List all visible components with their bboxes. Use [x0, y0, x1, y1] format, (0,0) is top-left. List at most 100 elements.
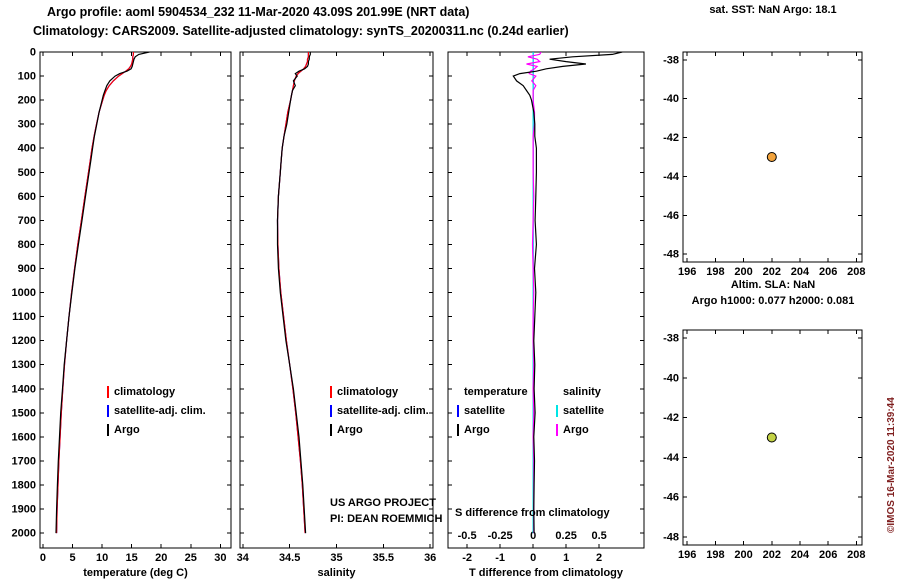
legend-label: Argo — [337, 423, 363, 436]
svg-text:1200: 1200 — [12, 335, 36, 347]
svg-text:35: 35 — [330, 552, 342, 564]
legend-label: climatology — [337, 385, 399, 398]
legend-row-satellite-adj: satellite-adj. clim. — [107, 401, 206, 420]
argo-heights-label: Argo h1000: 0.077 h2000: 0.081 — [691, 295, 855, 307]
svg-text:-44: -44 — [663, 452, 680, 464]
argo-line-sample — [330, 423, 332, 436]
svg-text:200: 200 — [734, 549, 752, 561]
svg-text:208: 208 — [847, 266, 865, 278]
climatology-line-sample — [330, 385, 332, 398]
svg-text:1300: 1300 — [12, 359, 36, 371]
svg-text:200: 200 — [18, 95, 36, 107]
svg-text:208: 208 — [847, 549, 865, 561]
svg-text:0.5: 0.5 — [591, 530, 606, 542]
t-argo-line-sample — [457, 423, 459, 436]
climatology-line-sample — [107, 385, 109, 398]
svg-text:-44: -44 — [663, 171, 680, 183]
svg-text:202: 202 — [763, 266, 781, 278]
svg-text:30: 30 — [214, 552, 226, 564]
legend-row-satellite-adj: satellite-adj. clim. — [330, 401, 429, 420]
svg-text:700: 700 — [18, 215, 36, 227]
svg-text:1800: 1800 — [12, 479, 36, 491]
pi-label: PI: DEAN ROEMMICH — [330, 513, 443, 525]
svg-text:0.25: 0.25 — [555, 530, 576, 542]
svg-text:300: 300 — [18, 119, 36, 131]
svg-text:2000: 2000 — [12, 528, 36, 540]
svg-text:600: 600 — [18, 191, 36, 203]
s-diff-legend: salinity satellite Argo — [556, 382, 604, 439]
svg-text:100: 100 — [18, 71, 36, 83]
sat-sst-label: sat. SST: NaN Argo: 18.1 — [709, 4, 837, 16]
satellite-adj-line-sample — [107, 404, 109, 417]
salinity-legend: climatology satellite-adj. clim. Argo — [330, 382, 429, 439]
legend-row-argo: Argo — [107, 420, 206, 439]
legend-header-temperature: temperature — [464, 385, 528, 398]
svg-text:400: 400 — [18, 143, 36, 155]
svg-text:-42: -42 — [663, 132, 679, 144]
s-diff-axis-title: S difference from climatology — [455, 507, 610, 519]
svg-text:-46: -46 — [663, 492, 679, 504]
svg-text:-46: -46 — [663, 210, 679, 222]
svg-text:0: 0 — [530, 530, 536, 542]
svg-text:15: 15 — [126, 552, 138, 564]
legend-row-satellite: satellite — [457, 401, 528, 420]
svg-text:206: 206 — [819, 266, 837, 278]
svg-text:10: 10 — [96, 552, 108, 564]
svg-text:1400: 1400 — [12, 383, 36, 395]
svg-text:-42: -42 — [663, 412, 679, 424]
svg-text:206: 206 — [819, 549, 837, 561]
svg-text:200: 200 — [734, 266, 752, 278]
svg-text:1500: 1500 — [12, 407, 36, 419]
svg-text:196: 196 — [678, 266, 696, 278]
svg-text:204: 204 — [791, 549, 810, 561]
svg-text:-38: -38 — [663, 54, 679, 66]
t-diff-legend: temperature satellite Argo — [457, 382, 528, 439]
svg-text:1700: 1700 — [12, 455, 36, 467]
svg-text:0: 0 — [40, 552, 46, 564]
figure-title: Argo profile: aoml 5904534_232 11-Mar-20… — [47, 5, 470, 19]
temperature-legend: climatology satellite-adj. clim. Argo — [107, 382, 206, 439]
svg-text:900: 900 — [18, 263, 36, 275]
legend-row-argo: Argo — [457, 420, 528, 439]
svg-text:-40: -40 — [663, 93, 679, 105]
svg-text:-1: -1 — [495, 552, 505, 564]
watermark: ©IMOS 16-Mar-2020 11:39:44 — [886, 397, 897, 533]
svg-text:0: 0 — [530, 552, 536, 564]
legend-label: Argo — [114, 423, 140, 436]
svg-text:35.5: 35.5 — [373, 552, 394, 564]
svg-text:198: 198 — [706, 266, 724, 278]
svg-text:1100: 1100 — [12, 311, 36, 323]
legend-label: satellite-adj. clim. — [114, 404, 206, 417]
legend-row-argo: Argo — [556, 420, 604, 439]
legend-label: satellite — [563, 404, 604, 417]
svg-text:1600: 1600 — [12, 431, 36, 443]
svg-text:-2: -2 — [462, 552, 472, 564]
t-satellite-line-sample — [457, 404, 459, 417]
figure-subtitle: Climatology: CARS2009. Satellite-adjuste… — [33, 24, 569, 38]
svg-text:202: 202 — [763, 549, 781, 561]
svg-text:T difference from climatology: T difference from climatology — [469, 567, 624, 579]
svg-text:500: 500 — [18, 167, 36, 179]
us-argo-project-label: US ARGO PROJECT — [330, 497, 436, 509]
svg-text:1000: 1000 — [12, 287, 36, 299]
legend-label: Argo — [563, 423, 589, 436]
svg-text:salinity: salinity — [318, 567, 357, 579]
legend-row-climatology: climatology — [107, 382, 206, 401]
svg-text:800: 800 — [18, 239, 36, 251]
s-satellite-line-sample — [556, 404, 558, 417]
svg-text:-40: -40 — [663, 372, 679, 384]
svg-text:-38: -38 — [663, 332, 679, 344]
svg-text:204: 204 — [791, 266, 810, 278]
legend-label: climatology — [114, 385, 176, 398]
svg-text:198: 198 — [706, 549, 724, 561]
svg-text:1: 1 — [563, 552, 569, 564]
svg-text:20: 20 — [155, 552, 167, 564]
svg-text:-0.25: -0.25 — [488, 530, 513, 542]
svg-text:25: 25 — [185, 552, 197, 564]
svg-text:-48: -48 — [663, 532, 679, 544]
argo-line-sample — [107, 423, 109, 436]
legend-row-satellite: satellite — [556, 401, 604, 420]
svg-text:34.5: 34.5 — [279, 552, 300, 564]
